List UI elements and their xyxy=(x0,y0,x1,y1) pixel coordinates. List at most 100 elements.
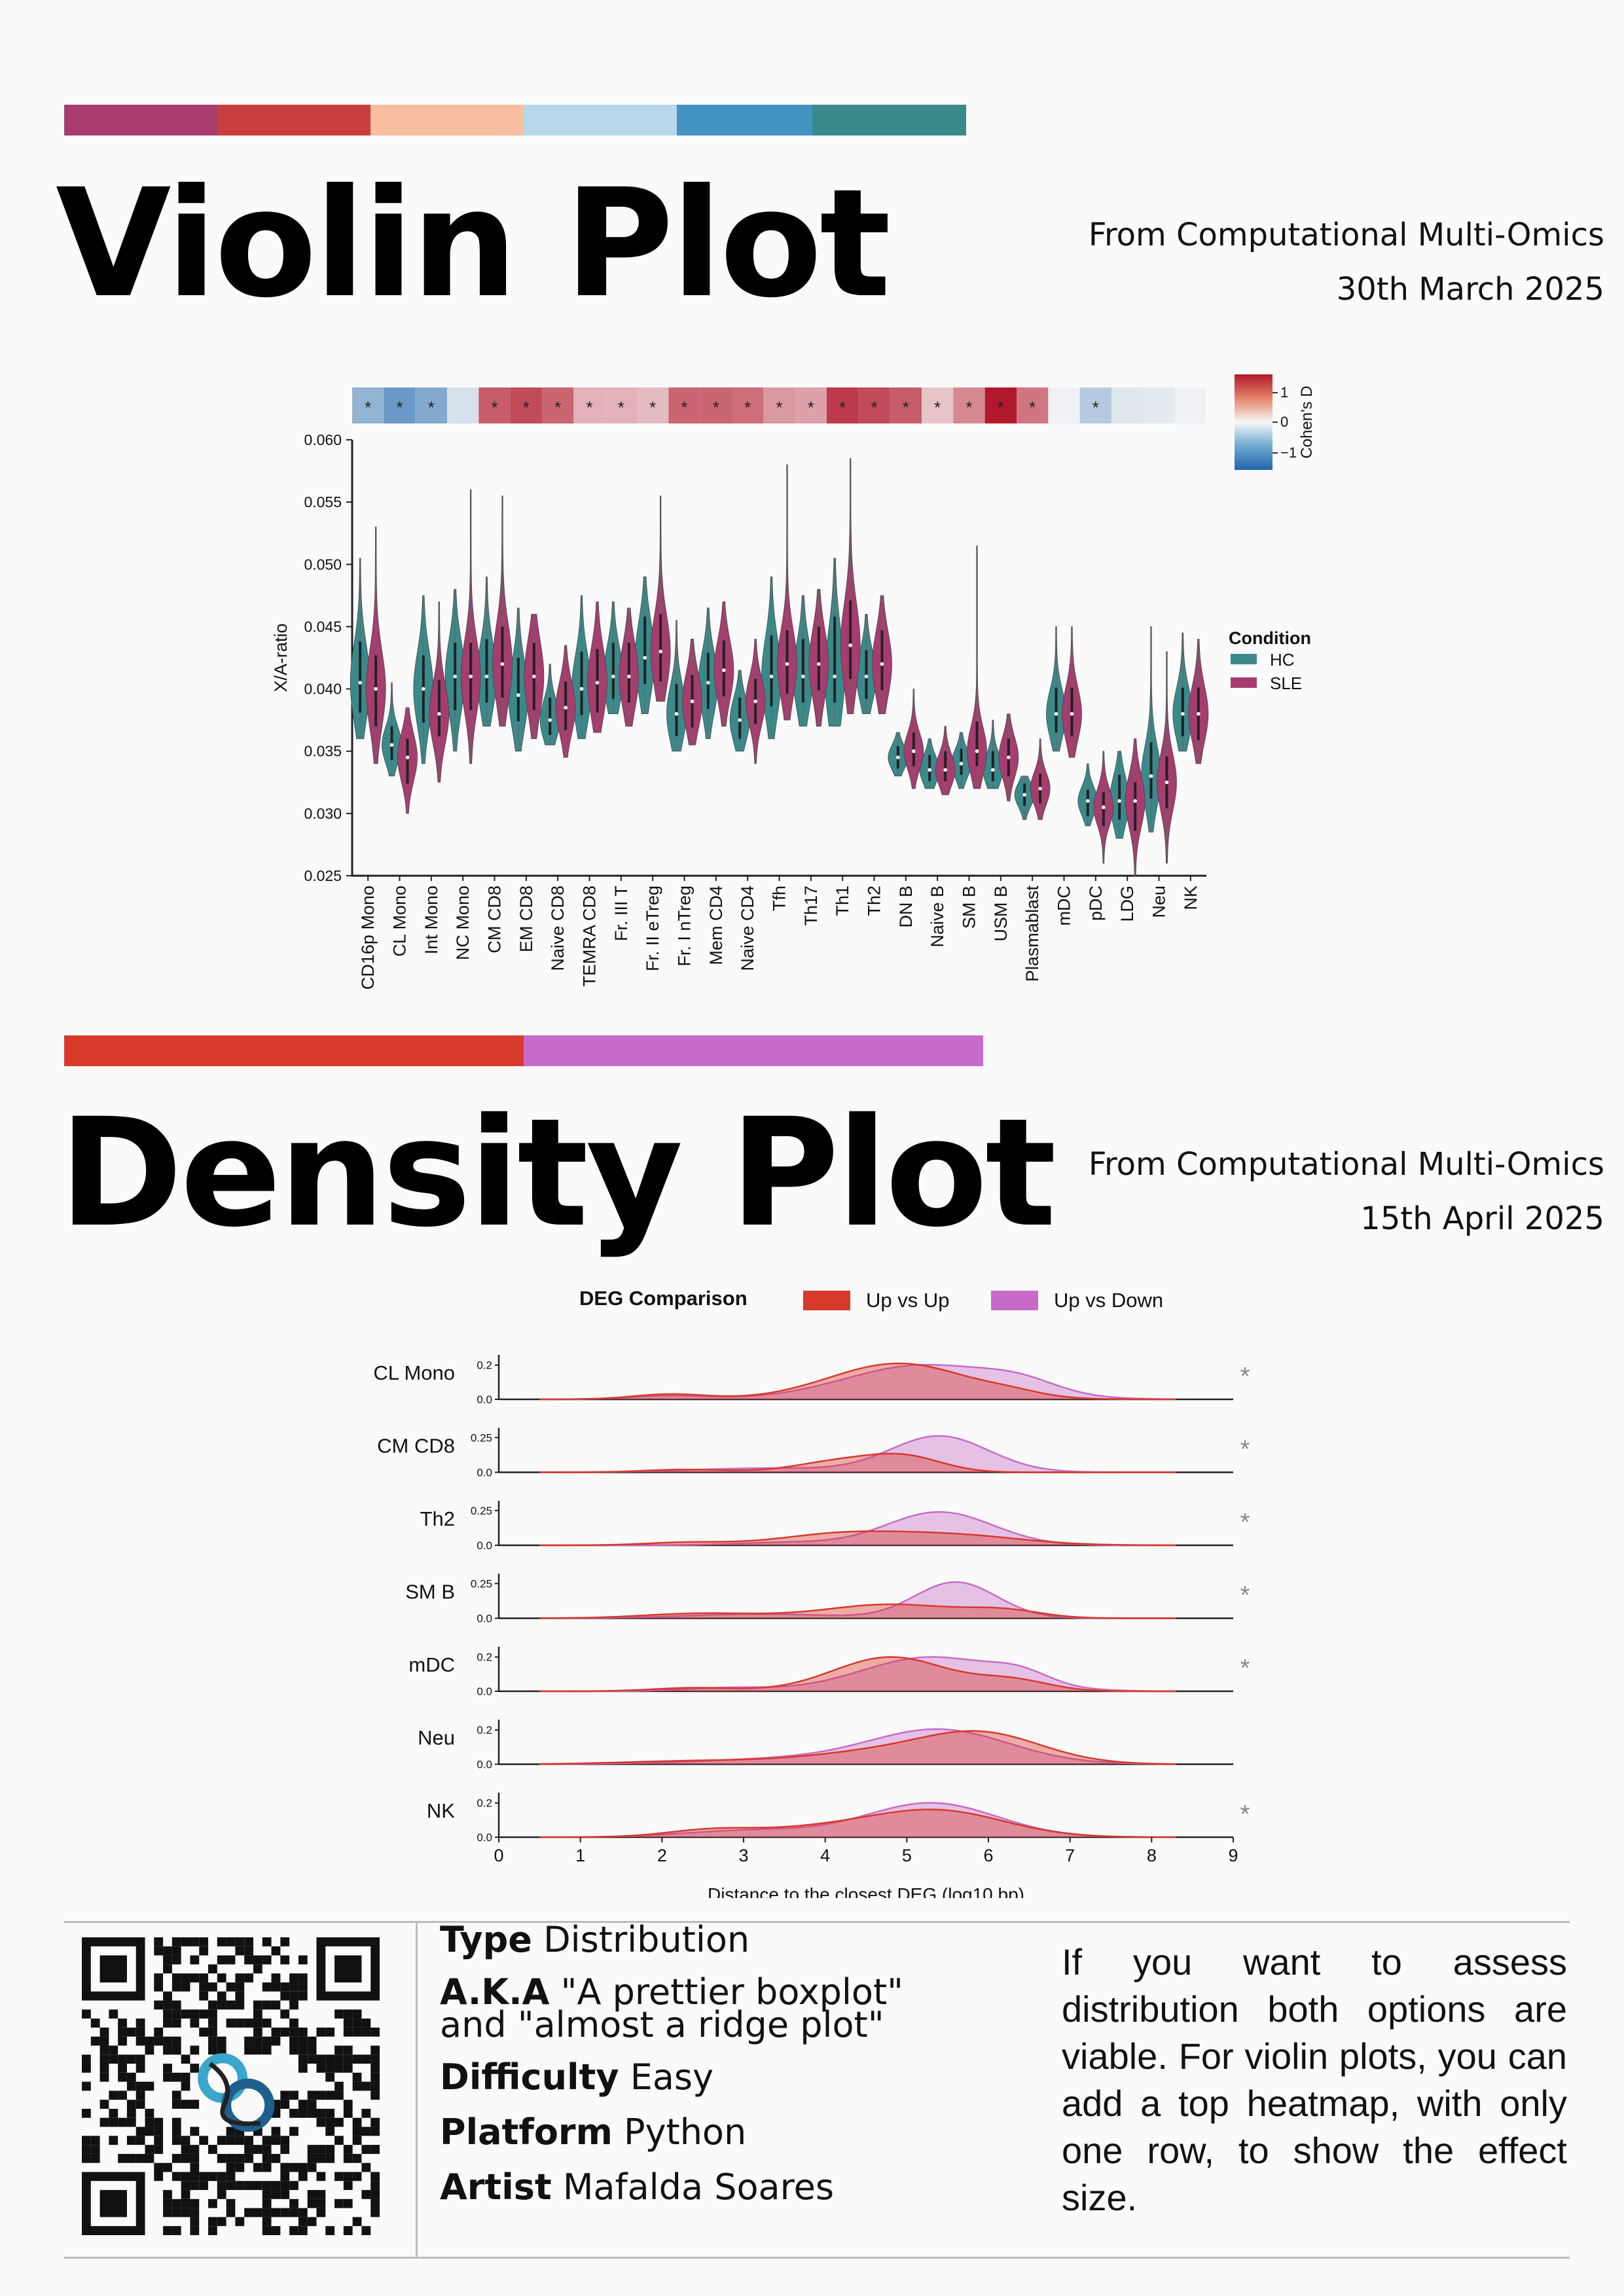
qr-code[interactable] xyxy=(82,1937,380,2235)
qr-module xyxy=(163,2162,172,2172)
qr-module xyxy=(298,2064,308,2073)
qr-module xyxy=(190,2172,200,2181)
qr-module xyxy=(181,2100,190,2109)
qr-module xyxy=(361,2190,371,2199)
heatmap-cell xyxy=(858,387,890,423)
qr-module xyxy=(126,2081,136,2091)
qr-module xyxy=(235,2018,245,2028)
qr-module xyxy=(199,2027,209,2037)
qr-finder xyxy=(334,1955,362,1982)
qr-module xyxy=(217,1955,226,1965)
qr-module xyxy=(289,2045,298,2055)
qr-module xyxy=(171,2036,181,2046)
heatmap-cell xyxy=(637,387,669,423)
legend-label: SLE xyxy=(1270,673,1302,693)
density-line-up-up xyxy=(539,1808,1176,1839)
qr-module xyxy=(154,2145,164,2154)
heatmap-cell xyxy=(573,387,605,423)
qr-module xyxy=(163,2009,172,2019)
qr-module xyxy=(226,2162,236,2172)
qr-module xyxy=(171,2018,181,2028)
qr-module xyxy=(118,2153,127,2163)
qr-module xyxy=(352,2136,362,2145)
ridge-significance: * xyxy=(1240,1436,1250,1463)
qr-module xyxy=(253,2027,262,2037)
violin-median xyxy=(659,649,662,654)
qr-module xyxy=(262,1955,272,1965)
qr-module xyxy=(361,2027,371,2037)
qr-module xyxy=(181,2181,190,2191)
qr-module xyxy=(298,2162,308,2172)
violin-median xyxy=(896,755,900,760)
qr-module xyxy=(370,2081,380,2091)
qr-module xyxy=(244,2145,253,2154)
qr-module xyxy=(352,2081,362,2091)
info-artist-value: Mafalda Soares xyxy=(562,2166,834,2208)
violin-title: Violin Plot xyxy=(56,156,891,331)
qr-module xyxy=(126,2108,136,2118)
qr-module xyxy=(253,2181,262,2191)
qr-module xyxy=(118,2064,127,2073)
qr-module xyxy=(181,2081,190,2091)
qr-module xyxy=(163,1946,172,1956)
qr-module xyxy=(171,1973,181,1982)
qr-module xyxy=(190,2226,200,2235)
qr-module xyxy=(334,2198,344,2208)
qr-module xyxy=(181,2072,190,2082)
qr-module xyxy=(82,2153,91,2163)
qr-module xyxy=(289,2108,298,2118)
heatmap-cell xyxy=(1079,387,1111,423)
qr-module xyxy=(271,2181,281,2191)
qr-module xyxy=(253,1955,262,1965)
heatmap-cell xyxy=(510,387,542,423)
qr-module xyxy=(352,2117,362,2127)
effect-size-heatmap: * * * * * * * * * * * * * * * * * * * * * * xyxy=(352,387,1206,423)
violin-median xyxy=(706,681,710,685)
qr-module xyxy=(217,2190,226,2199)
density-area-up-up xyxy=(539,1604,1176,1619)
qr-module xyxy=(109,2117,118,2127)
density-area-up-up xyxy=(539,1453,1176,1473)
violin-median xyxy=(437,711,441,716)
qr-module xyxy=(99,2054,109,2064)
x-tick-label: 9 xyxy=(1228,1846,1238,1865)
qr-module xyxy=(343,2181,353,2191)
density-palette-strip xyxy=(64,1035,983,1066)
ridge-y-tick-label: 0.0 xyxy=(477,1613,492,1625)
density-line-up-down xyxy=(539,1363,1176,1401)
x-tick-label: 0 xyxy=(494,1846,503,1865)
qr-module xyxy=(307,2036,317,2046)
qr-module xyxy=(343,2198,353,2208)
violin-median xyxy=(943,768,947,772)
qr-module xyxy=(343,2045,353,2055)
qr-module xyxy=(316,2117,326,2127)
qr-module xyxy=(361,2162,371,2172)
qr-module xyxy=(208,1964,217,1974)
qr-module xyxy=(289,2208,298,2217)
qr-module xyxy=(316,2054,326,2064)
qr-module xyxy=(334,2081,344,2091)
qr-module xyxy=(126,2153,136,2163)
density-line-up-down xyxy=(539,1656,1176,1693)
qr-module xyxy=(289,1991,298,2001)
density-line-up-up xyxy=(539,1656,1176,1693)
qr-module xyxy=(126,2136,136,2145)
qr-module xyxy=(99,2064,109,2073)
qr-module xyxy=(135,2090,145,2100)
qr-module xyxy=(307,2054,317,2064)
significance-marker: * xyxy=(396,398,403,418)
qr-module xyxy=(181,2009,190,2019)
qr-module xyxy=(343,2100,353,2109)
qr-module xyxy=(99,2072,109,2082)
qr-module xyxy=(171,1982,181,1992)
qr-module xyxy=(334,2009,344,2019)
colorbar: 1 0 −1 Cohen's D xyxy=(1235,374,1316,470)
qr-module xyxy=(280,2172,290,2181)
x-tick-label: 2 xyxy=(657,1846,667,1865)
qr-module xyxy=(199,2172,209,2181)
qr-module xyxy=(325,2108,335,2118)
ridge-label: mDC xyxy=(408,1653,455,1676)
qr-module xyxy=(316,2208,326,2217)
qr-module xyxy=(262,2181,272,2191)
heatmap-cell xyxy=(700,387,732,423)
